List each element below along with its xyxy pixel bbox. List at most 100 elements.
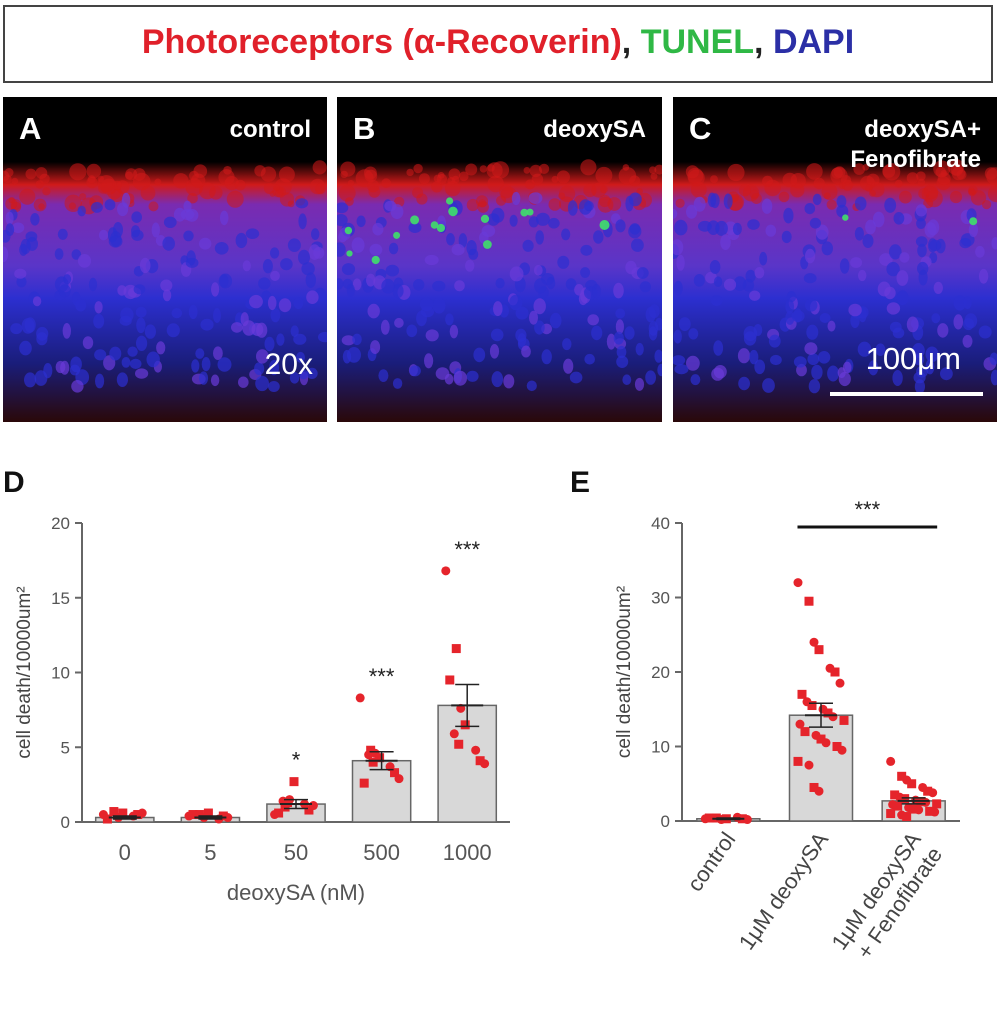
nucleus [370, 340, 381, 355]
nucleus [116, 372, 128, 388]
nucleus [613, 282, 624, 299]
stain-speck [923, 198, 934, 209]
nucleus [366, 273, 376, 287]
nucleus [249, 294, 263, 309]
stain-speck [618, 167, 637, 185]
nucleus [367, 303, 380, 319]
data-point [897, 771, 907, 781]
significance-label: *** [369, 664, 395, 689]
stain-speck [347, 179, 355, 187]
data-point [451, 644, 461, 654]
stain-speck [491, 161, 510, 179]
stain-speck [148, 201, 159, 212]
nucleus [912, 343, 925, 358]
stain-speck [531, 173, 544, 186]
stain-speck [842, 179, 854, 191]
nucleus [369, 243, 383, 256]
stain-speck [154, 178, 162, 186]
nucleus [242, 260, 251, 272]
nucleus [94, 301, 103, 314]
nucleus [754, 267, 765, 279]
data-point [368, 757, 378, 767]
nucleus [135, 306, 147, 318]
nucleus [978, 325, 992, 339]
nucleus [743, 331, 757, 346]
category-label: 1μM deoxySA+ Fenofibrate [826, 827, 947, 969]
stain-speck [984, 167, 997, 180]
nucleus [465, 259, 475, 272]
stain-speck [968, 188, 976, 197]
data-point [823, 708, 833, 718]
nucleus [713, 276, 723, 287]
nucleus [11, 222, 25, 234]
nucleus [584, 353, 595, 365]
data-point [804, 596, 814, 606]
nucleus [770, 354, 782, 366]
data-point [886, 756, 896, 766]
nucleus [94, 349, 107, 361]
data-point [137, 808, 147, 818]
nucleus [146, 351, 160, 368]
nucleus [723, 193, 733, 209]
nucleus [616, 355, 629, 368]
significance-label: *** [854, 497, 880, 522]
nucleus [693, 196, 706, 212]
nucleus [812, 193, 822, 206]
nucleus [36, 326, 49, 341]
stain-speck [982, 200, 992, 210]
nucleus [425, 329, 439, 342]
nucleus [636, 267, 649, 279]
data-point [909, 804, 919, 814]
nucleus [827, 365, 840, 382]
stain-speck [97, 175, 115, 193]
nucleus [768, 334, 781, 348]
nucleus [807, 353, 820, 366]
nucleus [213, 346, 223, 360]
figure-legend-box: Photoreceptors (α-Recoverin), TUNEL, DAP… [3, 5, 993, 83]
nucleus [54, 276, 69, 293]
nucleus [57, 228, 68, 240]
nucleus [489, 344, 500, 359]
tunel-spot [969, 217, 978, 226]
nucleus [82, 336, 94, 350]
nucleus [862, 234, 874, 248]
nucleus [963, 296, 972, 309]
nucleus [211, 282, 220, 297]
y-tick-label: 5 [61, 738, 70, 757]
nucleus [419, 297, 434, 312]
stain-speck [899, 190, 912, 204]
nucleus [533, 264, 543, 276]
nucleus [466, 370, 479, 382]
nucleus [217, 357, 232, 372]
scale-bar [830, 392, 983, 396]
nucleus [886, 261, 900, 277]
stain-speck [597, 196, 614, 213]
data-point [816, 734, 826, 744]
nucleus [625, 260, 637, 275]
data-point [109, 807, 119, 817]
data-point [704, 813, 714, 823]
nucleus [747, 219, 760, 230]
nucleus [337, 214, 348, 227]
nucleus [62, 323, 71, 339]
nucleus [989, 352, 997, 366]
nucleus [93, 313, 105, 329]
nucleus [337, 202, 349, 214]
stain-speck [636, 188, 643, 195]
nucleus [848, 303, 862, 317]
stain-speck [418, 173, 430, 185]
nucleus [119, 315, 132, 326]
nucleus [121, 357, 131, 368]
nucleus [258, 277, 271, 290]
nucleus [238, 376, 249, 388]
nucleus [686, 355, 700, 371]
nucleus [473, 347, 486, 363]
data-point [921, 797, 931, 807]
nucleus [723, 278, 737, 291]
nucleus [384, 200, 397, 212]
nucleus [854, 227, 864, 241]
stain-speck [477, 201, 489, 213]
panel-condition-c: deoxySA+ Fenofibrate [850, 116, 981, 173]
data-point [893, 801, 903, 811]
